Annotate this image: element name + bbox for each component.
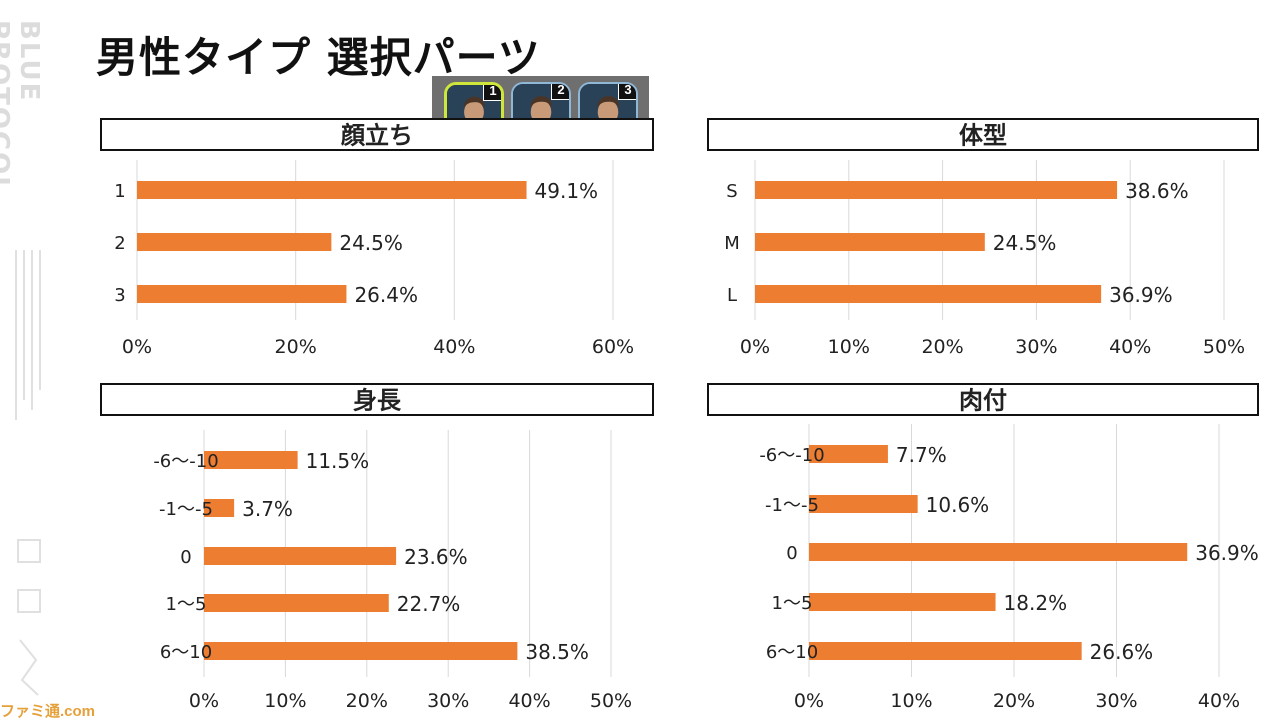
x-tick-label: 20%: [921, 336, 963, 358]
chart-title: 顔立ち: [340, 122, 413, 150]
bar: [809, 642, 1082, 660]
x-tick-label: 0%: [122, 336, 152, 358]
data-label: 23.6%: [404, 545, 468, 569]
x-tick-label: 60%: [592, 336, 634, 358]
chart-title-box: [100, 383, 654, 416]
x-tick-label: 40%: [508, 690, 550, 712]
data-label: 49.1%: [535, 179, 599, 203]
bar: [755, 181, 1118, 199]
category-label: 6～10: [766, 642, 818, 663]
side-decoration-icon: [15, 250, 41, 696]
chart-title-box: [707, 118, 1259, 151]
chart-title-box: [707, 383, 1259, 416]
x-tick-label: 20%: [346, 690, 388, 712]
bar: [809, 593, 996, 611]
bar: [137, 285, 347, 303]
x-tick-label: 50%: [590, 690, 632, 712]
x-tick-label: 30%: [427, 690, 469, 712]
data-label: 22.7%: [397, 592, 461, 616]
data-label: 38.6%: [1125, 179, 1189, 203]
chart-1: 顔立ち 0% 20% 40% 60% 1 49.1% 2 24.5% 3 26.4%: [100, 118, 654, 358]
bar: [809, 445, 888, 463]
data-label: 24.5%: [339, 231, 403, 255]
x-tick-label: 10%: [264, 690, 306, 712]
bar: [809, 543, 1188, 561]
bar: [809, 495, 918, 513]
bar: [204, 499, 235, 517]
x-tick-label: 40%: [433, 336, 475, 358]
category-label: -1～-5: [159, 499, 213, 520]
category-label: 2: [114, 233, 125, 254]
data-label: 11.5%: [306, 449, 370, 473]
x-tick-label: 0%: [794, 690, 824, 712]
x-tick-label: 50%: [1203, 336, 1245, 358]
data-label: 26.6%: [1090, 640, 1154, 664]
side-logo: BLUE PROTOCOL: [0, 20, 48, 700]
category-label: S: [726, 181, 737, 202]
category-label: 1～5: [166, 594, 207, 615]
data-label: 26.4%: [354, 283, 418, 307]
x-tick-label: 0%: [740, 336, 770, 358]
chart-title: 肉付: [959, 387, 1007, 415]
chart-title: 体型: [959, 122, 1007, 150]
x-tick-label: 10%: [828, 336, 870, 358]
category-label: 1: [114, 181, 125, 202]
face-number-badge: 3: [618, 84, 636, 100]
face-number-badge: 2: [551, 84, 569, 100]
category-label: -6～-10: [759, 445, 824, 466]
data-label: 3.7%: [242, 497, 293, 521]
chart-4: 肉付 0% 10% 20% 30% 40% -6～-10 7.7% -1～-5 10.6% 0 36.…: [707, 383, 1259, 712]
bar: [204, 642, 518, 660]
data-label: 7.7%: [896, 443, 947, 467]
x-tick-label: 0%: [189, 690, 219, 712]
x-tick-label: 20%: [275, 336, 317, 358]
data-label: 36.9%: [1195, 541, 1259, 565]
category-label: 1～5: [772, 593, 813, 614]
category-label: -1～-5: [765, 495, 819, 516]
x-tick-label: 30%: [1015, 336, 1057, 358]
chart-3: 身長 0% 10% 20% 30% 40% 50% -6～-10 11.5% -1～-5 3.7% 0…: [100, 383, 654, 712]
bar: [137, 233, 332, 251]
x-tick-label: 10%: [890, 690, 932, 712]
data-label: 10.6%: [926, 493, 990, 517]
bar: [204, 594, 389, 612]
bar: [204, 451, 298, 469]
category-label: 0: [786, 543, 797, 564]
category-label: -6～-10: [153, 451, 218, 472]
chart-title-box: [100, 118, 654, 151]
x-tick-label: 20%: [993, 690, 1035, 712]
x-tick-label: 40%: [1109, 336, 1151, 358]
data-label: 24.5%: [993, 231, 1057, 255]
category-label: M: [724, 233, 740, 254]
bar: [755, 285, 1102, 303]
data-label: 38.5%: [525, 640, 589, 664]
data-label: 18.2%: [1004, 591, 1068, 615]
category-label: 0: [180, 547, 191, 568]
category-label: 6～10: [160, 642, 212, 663]
data-label: 36.9%: [1109, 283, 1173, 307]
category-label: L: [727, 285, 737, 306]
face-number-badge: 1: [483, 85, 501, 101]
side-logo-text: BLUE PROTOCOL: [0, 20, 44, 195]
category-label: 3: [114, 285, 125, 306]
bar: [204, 547, 397, 565]
page-title: 男性タイプ 選択パーツ: [96, 33, 541, 82]
x-tick-label: 30%: [1095, 690, 1137, 712]
watermark: ファミ通.com: [0, 703, 96, 720]
bar: [755, 233, 985, 251]
bar: [137, 181, 527, 199]
x-tick-label: 40%: [1198, 690, 1240, 712]
chart-title: 身長: [353, 387, 402, 415]
chart-2: 体型 0% 10% 20% 30% 40% 50% S 38.6% M 24.5% L 36.9%: [707, 118, 1259, 358]
